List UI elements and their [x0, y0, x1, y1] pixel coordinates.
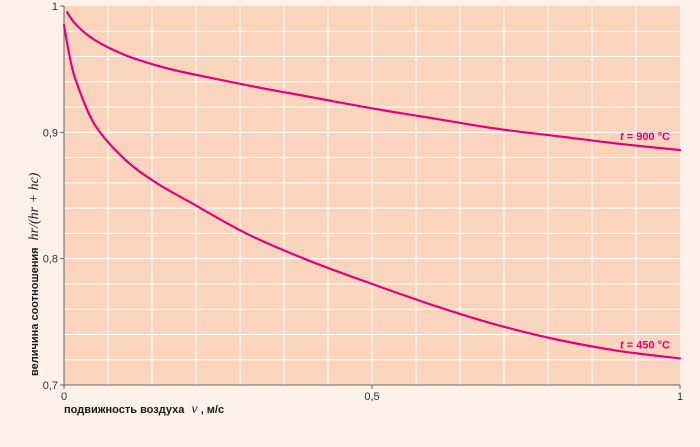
x-tick-label: 0: [61, 391, 67, 403]
y-axis-label: величина соотношения hr/(hr + hc): [27, 172, 42, 376]
y-tick-labels: 0,7 0,8 0,9 1: [43, 1, 64, 392]
x-tick-label: 0,5: [364, 391, 379, 403]
grid: [64, 6, 680, 385]
y-tick-label: 0,8: [43, 254, 58, 266]
series-lines: [62, 11, 682, 360]
x-axis-label: подвижность воздуха v , м/с: [64, 402, 224, 417]
series-line-1: [62, 23, 682, 360]
series-label-450: t = 450 °C: [620, 339, 670, 351]
y-tick-label: 0,7: [43, 380, 58, 392]
y-tick-label: 1: [52, 1, 58, 13]
series-label-900: t = 900 °C: [620, 131, 670, 143]
series-line-0: [66, 11, 682, 152]
x-tick-label: 1: [677, 391, 683, 403]
x-tick-labels: 0 0,5 1: [61, 385, 683, 403]
y-tick-label: 0,9: [43, 127, 58, 139]
